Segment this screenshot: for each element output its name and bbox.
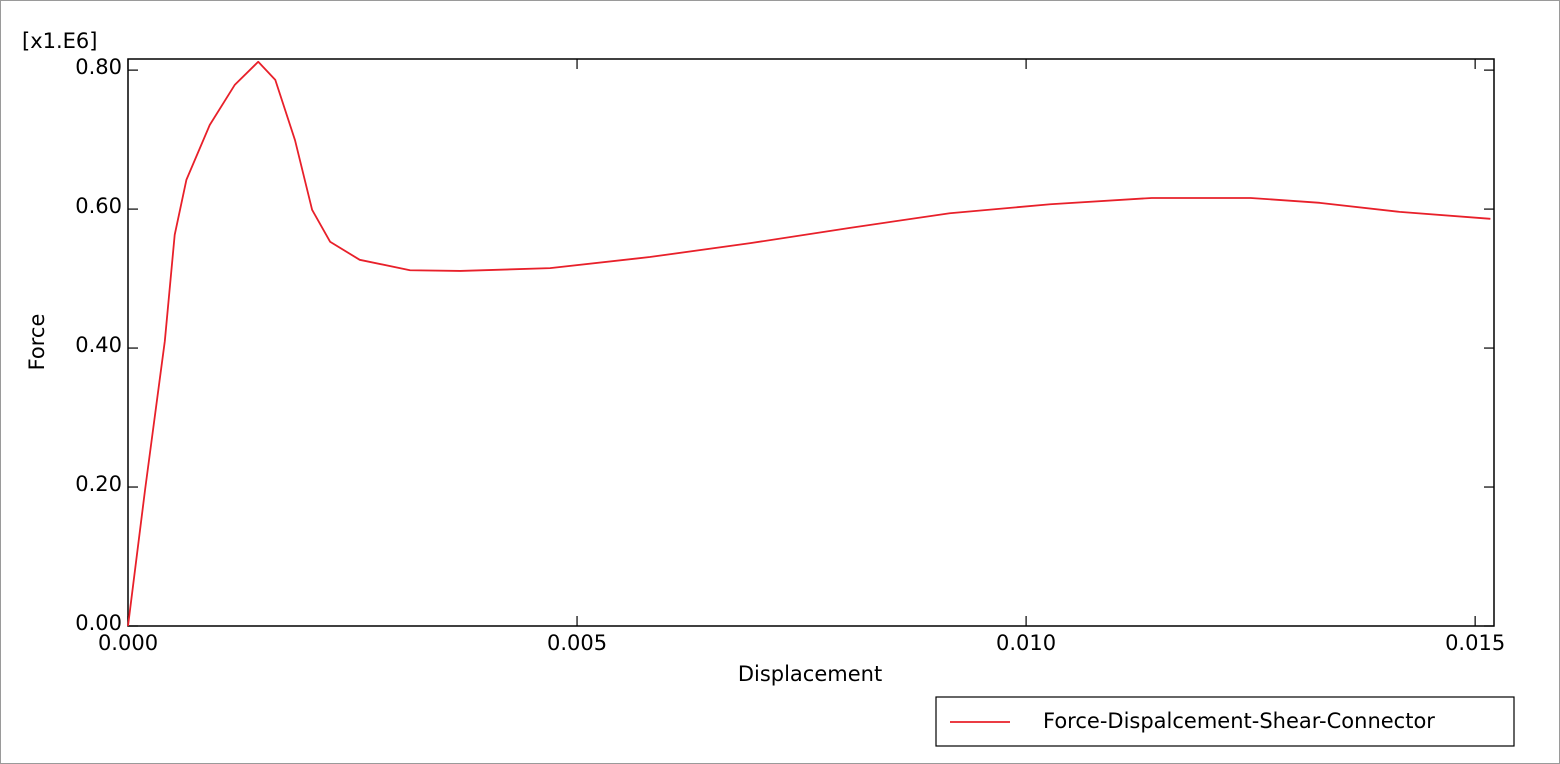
y-tick-label: 0.80 — [75, 55, 122, 79]
x-tick-label: 0.005 — [547, 631, 607, 655]
y-tick-label: 0.60 — [75, 194, 122, 218]
x-tick-label: 0.015 — [1445, 631, 1505, 655]
legend-box — [935, 696, 1515, 747]
multiplier-label: [x1.E6] — [22, 29, 97, 53]
y-tick-label: 0.20 — [75, 472, 122, 496]
data-line — [127, 60, 1491, 627]
x-tick-label: 0.010 — [996, 631, 1056, 655]
y-axis-label: Force — [25, 314, 49, 371]
legend-label: Force-Dispalcement-Shear-Connector — [1043, 709, 1435, 733]
plot-frame — [127, 58, 1495, 627]
x-axis-label: Displacement — [738, 662, 882, 686]
y-tick-label: 0.00 — [75, 611, 122, 635]
x-tick-label: 0.000 — [98, 631, 158, 655]
y-tick-label: 0.40 — [75, 333, 122, 357]
